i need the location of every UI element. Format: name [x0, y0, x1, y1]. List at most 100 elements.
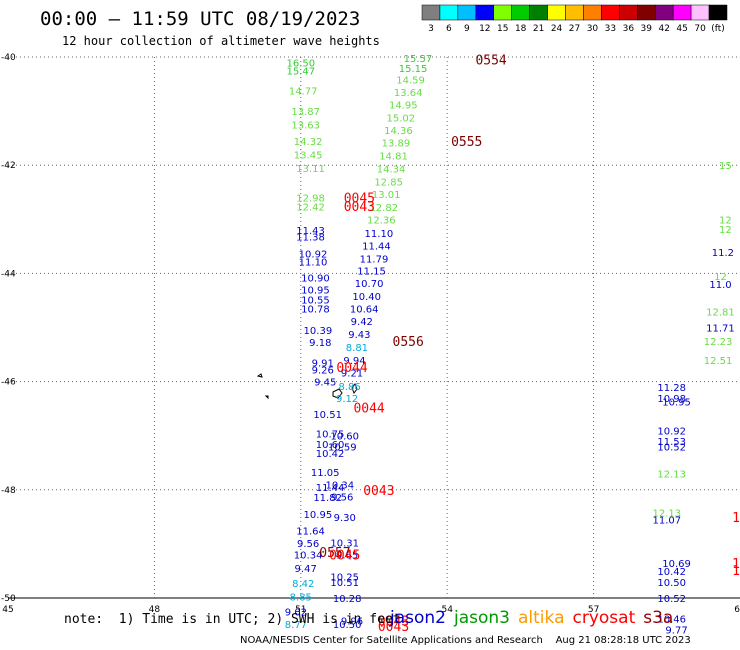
colorbar-label: 21 — [533, 24, 544, 34]
swh-value-label: 11.64 — [296, 526, 325, 537]
swh-value-label: 10.59 — [328, 443, 357, 454]
swh-value-label: 13.11 — [296, 164, 325, 175]
swh-value-label: 9.30 — [334, 513, 356, 524]
y-tick-label: -50 — [1, 594, 16, 604]
swh-value-label: 9.96 — [341, 617, 363, 628]
colorbar-label: 3 — [428, 24, 434, 34]
swh-value-label: 10.52 — [657, 443, 686, 454]
swh-value-label: 10.78 — [301, 305, 330, 316]
swh-value-label: 10.34 — [326, 480, 355, 491]
y-tick-label: -40 — [1, 53, 16, 63]
swh-value-label: 9.56 — [331, 492, 353, 503]
swh-value-label: 11.79 — [360, 254, 389, 265]
pass-time-label: 0044 — [336, 361, 367, 376]
pass-time-label: 0555 — [451, 135, 482, 150]
swh-value-label: 11.44 — [362, 241, 391, 252]
colorbar-swatch — [672, 4, 692, 21]
island-outline — [256, 373, 358, 400]
swh-value-label: 10.69 — [662, 559, 691, 570]
swh-value-label: 10.50 — [657, 578, 686, 589]
pass-time-label: 0044 — [353, 402, 384, 417]
colorbar-swatch — [493, 4, 512, 21]
swh-value-label: 15.57 — [404, 54, 433, 65]
swh-value-label: 10.92 — [299, 249, 328, 260]
swh-value-label: 11.28 — [657, 383, 686, 394]
swh-value-label: 15.02 — [387, 114, 416, 125]
swh-value-label: 12.82 — [369, 203, 398, 214]
swh-value-label: 14.34 — [377, 164, 406, 175]
colorbar-swatch — [475, 4, 495, 21]
swh-value-label: 10.28 — [333, 594, 362, 605]
swh-value-label: 12.23 — [704, 337, 733, 348]
swh-value-label: 12.98 — [296, 194, 325, 205]
swh-value-label: 10.70 — [355, 279, 384, 290]
colorbar-label: 45 — [676, 24, 687, 34]
y-tick-label: -44 — [1, 269, 16, 279]
satellite-legend-entry: altika — [518, 608, 565, 628]
swh-value-label: 9.12 — [336, 394, 358, 405]
swh-value-label: 10.39 — [304, 326, 333, 337]
colorbar-label: 39 — [641, 24, 653, 34]
swh-value-label: 9.91 — [312, 359, 334, 370]
swh-value-label: 13.89 — [382, 138, 411, 149]
swh-value-label: 13.87 — [291, 107, 320, 118]
satellite-legend-entry: s3a — [643, 608, 674, 628]
colorbar-swatch — [565, 4, 584, 21]
swh-value-label: 10.75 — [316, 430, 345, 441]
swh-value-label: 13.64 — [394, 88, 423, 99]
swh-value-label: 13.63 — [291, 121, 320, 132]
pass-time-label: 11 — [732, 564, 740, 579]
satellite-legend-entry: jason2 — [390, 608, 446, 628]
swh-value-label: 8.85 — [290, 592, 312, 603]
swh-value-label: 11.07 — [652, 516, 681, 527]
colorbar-label: 42 — [658, 24, 669, 34]
pass-time-label: 0045 — [329, 549, 360, 564]
pass-time-label: 0556 — [393, 335, 424, 350]
swh-value-label: 10.42 — [657, 567, 686, 578]
pass-time-label: 0043 — [378, 615, 409, 630]
swh-value-label: 12.85 — [374, 177, 403, 188]
pass-time-label: 11 — [732, 557, 740, 572]
colorbar: 3 6 9 12 15 18 21 24 27 30 33 36 39 42 45 70 (ft) — [421, 4, 728, 34]
swh-value-label: 14.81 — [379, 151, 408, 162]
swh-value-label: 11.71 — [706, 324, 735, 335]
swh-value-label: 9.02 — [285, 608, 307, 619]
colorbar-label: (ft) — [711, 24, 725, 34]
swh-value-label: 10.60 — [316, 440, 345, 451]
colorbar-swatch — [690, 4, 710, 21]
swh-value-label: 8.77 — [285, 620, 307, 631]
swh-value-label: 11.10 — [365, 229, 394, 240]
swh-value-label: 13.01 — [372, 190, 401, 201]
y-tick-label: -46 — [1, 378, 16, 388]
swh-value-label: 11.10 — [299, 257, 328, 268]
swh-value-label: 15 — [719, 161, 732, 172]
pass-time-label: 0043 — [363, 484, 394, 499]
swh-value-label: 10.34 — [294, 551, 323, 562]
swh-value-label: 11.05 — [311, 468, 340, 479]
swh-value-label: 11.38 — [296, 233, 325, 244]
colorbar-swatch — [511, 4, 530, 21]
swh-value-label: 12.13 — [652, 509, 681, 520]
colorbar-swatch — [708, 4, 728, 21]
swh-value-label: 9.45 — [314, 378, 336, 389]
island-shape — [332, 388, 343, 399]
swh-value-label: 11.44 — [316, 483, 345, 494]
swh-value-label: 10.52 — [657, 594, 686, 605]
island-shape — [351, 382, 358, 395]
swh-value-label: 11.43 — [296, 226, 325, 237]
grid-lines — [8, 56, 740, 598]
pass-time-label: 0554 — [475, 54, 506, 69]
x-tick-label: 48 — [149, 605, 161, 615]
pass-time-label: 11 — [732, 511, 740, 526]
swh-value-label: 9.43 — [348, 330, 370, 341]
colorbar-swatch — [457, 4, 477, 21]
x-tick-label: 54 — [441, 605, 453, 615]
pass-time-label: 0045 — [344, 192, 375, 207]
colorbar-label: 24 — [551, 24, 563, 34]
colorbar-label: 12 — [479, 24, 490, 34]
colorbar-swatch — [439, 4, 459, 21]
colorbar-swatch — [637, 4, 656, 21]
y-tick-label: -42 — [1, 161, 16, 171]
swh-value-label: 10.95 — [304, 510, 333, 521]
